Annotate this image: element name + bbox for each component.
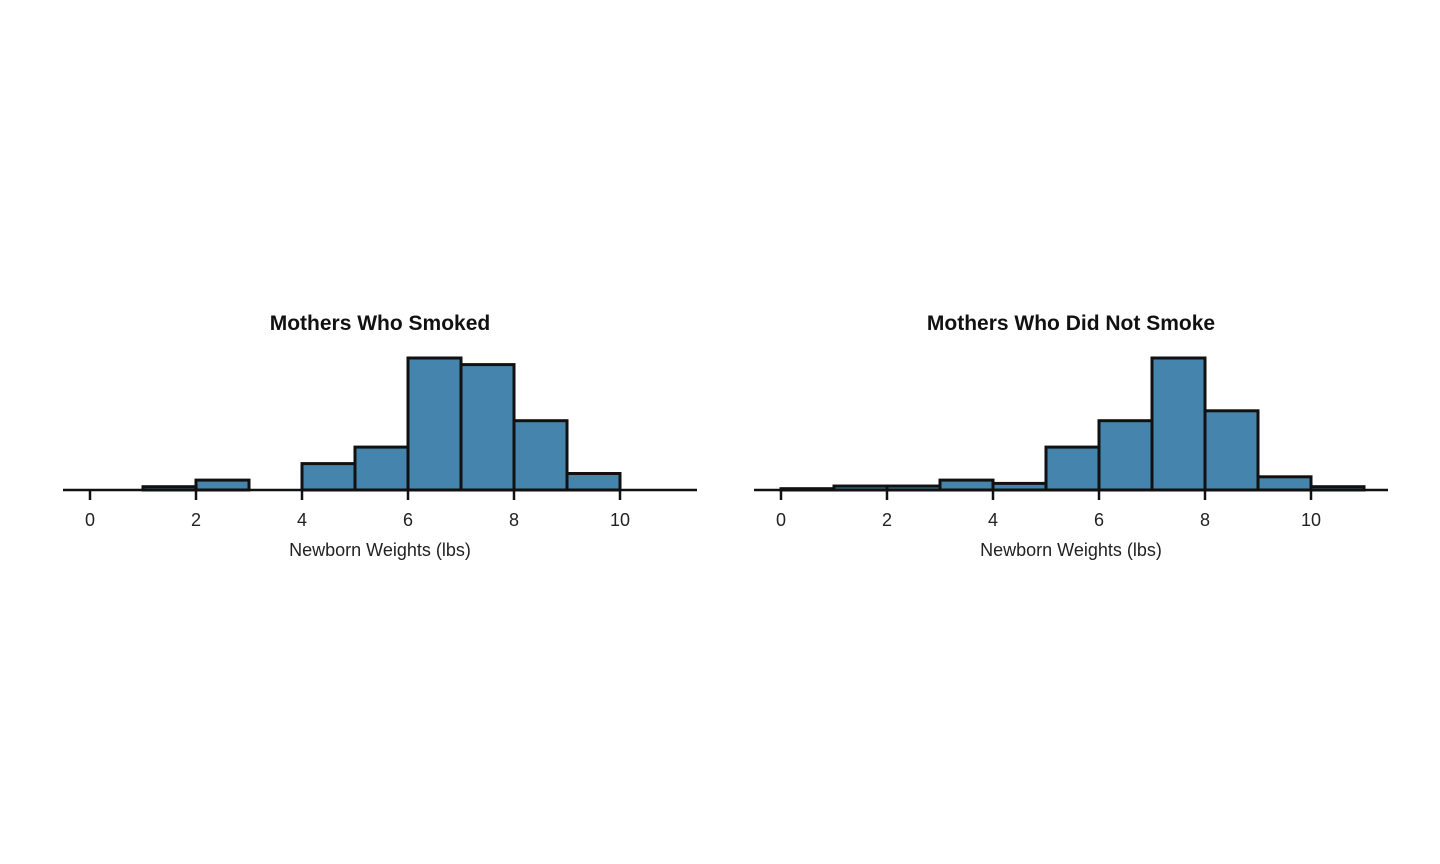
x-axis-label: Newborn Weights (lbs) [289,540,471,560]
histogram-bar [1256,475,1313,492]
histogram-bar [1150,356,1207,492]
histogram-bar [406,356,463,492]
x-tick-label: 0 [85,510,95,530]
x-ticks-group: 0 2 4 6 8 10 [776,490,1321,530]
histogram-bar [1044,445,1101,492]
histogram-bar [459,363,516,492]
histogram-panel-nonsmoked: Mothers Who Did Not Smoke 0 2 4 6 8 10 Newbor… [754,312,1388,560]
x-axis-label: Newborn Weights (lbs) [980,540,1162,560]
x-tick-label: 6 [403,510,413,530]
x-tick-label: 8 [509,510,519,530]
chart-title: Mothers Who Smoked [270,312,491,335]
histogram-panel-smoked: Mothers Who Smoked 0 2 4 6 8 10 Newborn Weigh… [63,312,697,560]
histogram-bar [353,445,410,492]
x-ticks-group: 0 2 4 6 8 10 [85,490,630,530]
x-tick-label: 4 [297,510,307,530]
x-tick-label: 4 [988,510,998,530]
x-tick-label: 10 [1301,510,1321,530]
x-tick-label: 2 [191,510,201,530]
histogram-bar [194,478,251,492]
histogram-bar [300,462,357,492]
histogram-bar [1203,409,1260,492]
bars-group [779,356,1366,492]
x-tick-label: 0 [776,510,786,530]
x-tick-label: 8 [1200,510,1210,530]
histogram-bar [565,472,622,492]
x-tick-label: 2 [882,510,892,530]
histogram-bar [938,478,995,492]
x-tick-label: 6 [1094,510,1104,530]
x-tick-label: 10 [610,510,630,530]
histogram-bar [1097,419,1154,492]
histogram-bar [512,419,569,492]
chart-title: Mothers Who Did Not Smoke [927,312,1215,335]
bars-group [141,356,622,492]
